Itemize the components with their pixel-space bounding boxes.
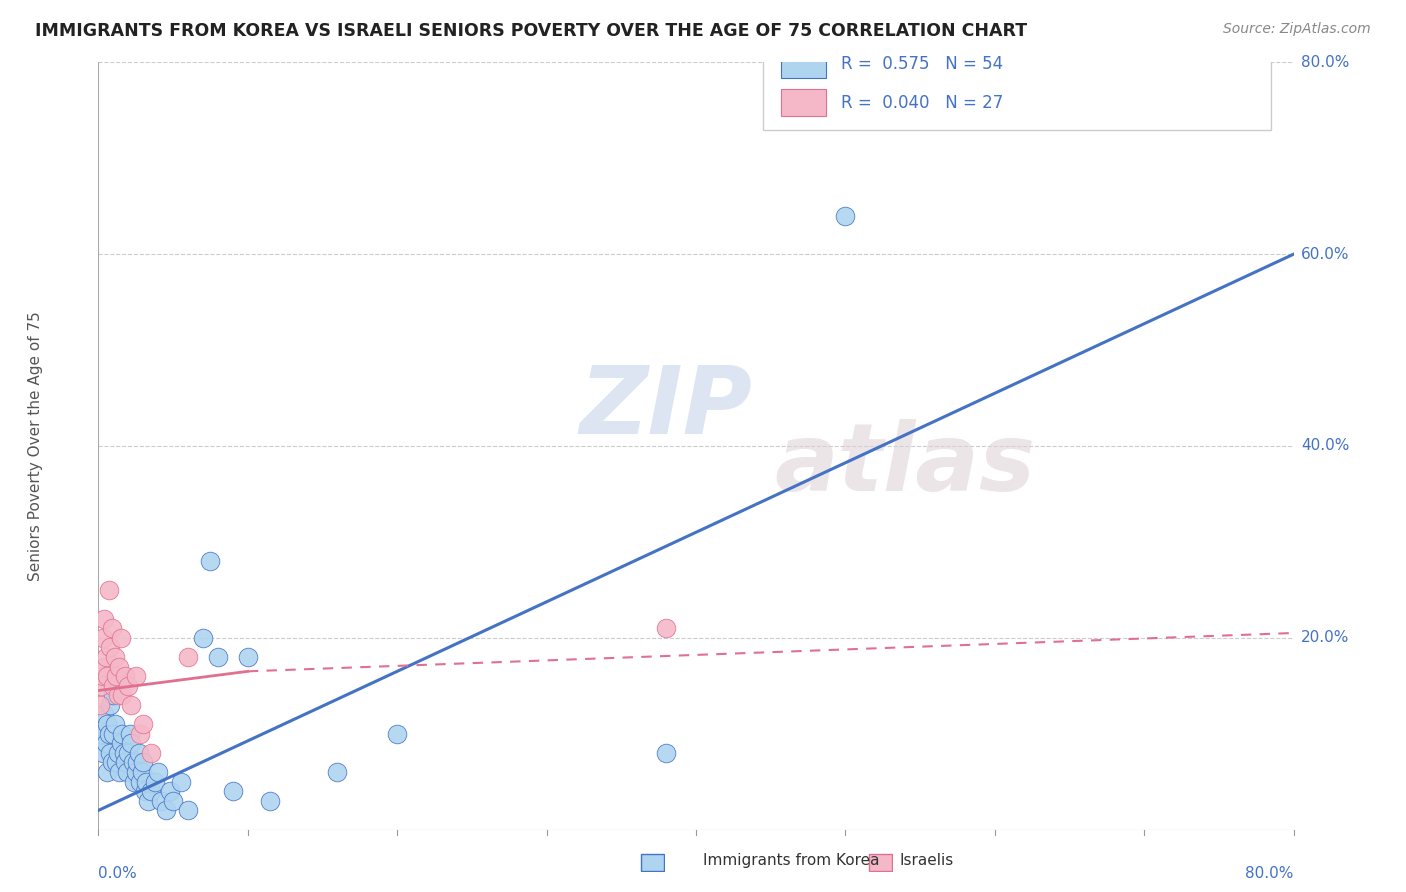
Point — [96, 669, 118, 683]
Text: 80.0%: 80.0% — [1246, 866, 1294, 881]
Point — [139, 784, 162, 798]
Point — [98, 698, 122, 712]
Text: 0.0%: 0.0% — [98, 866, 138, 881]
Point — [385, 726, 409, 740]
Point — [93, 612, 115, 626]
Point — [110, 631, 132, 645]
Point — [96, 717, 118, 731]
Point — [132, 717, 155, 731]
Text: 60.0%: 60.0% — [1301, 247, 1350, 261]
Point — [108, 765, 131, 780]
Point — [207, 649, 229, 664]
Point — [150, 794, 173, 808]
Point — [191, 631, 214, 645]
Text: R =  0.040   N = 27: R = 0.040 N = 27 — [841, 94, 1002, 112]
Point — [128, 746, 150, 760]
Text: Immigrants from Korea: Immigrants from Korea — [703, 854, 880, 868]
Point — [98, 746, 122, 760]
Text: Seniors Poverty Over the Age of 75: Seniors Poverty Over the Age of 75 — [28, 311, 44, 581]
Point — [91, 669, 114, 683]
Point — [177, 804, 200, 818]
Point — [124, 774, 146, 789]
Text: 40.0%: 40.0% — [1301, 439, 1350, 453]
Point — [93, 707, 115, 722]
Point — [132, 756, 155, 770]
Point — [139, 746, 162, 760]
Point — [155, 804, 177, 818]
Point — [91, 746, 114, 760]
Point — [111, 689, 134, 703]
Point — [236, 649, 259, 664]
Point — [112, 746, 135, 760]
Point — [655, 621, 678, 635]
Point — [101, 756, 124, 770]
Point — [143, 774, 166, 789]
FancyBboxPatch shape — [782, 51, 825, 78]
Point — [104, 717, 127, 731]
Text: R =  0.575   N = 54: R = 0.575 N = 54 — [841, 55, 1002, 73]
Point — [97, 582, 120, 597]
Point — [162, 794, 184, 808]
Point — [103, 689, 125, 703]
Point — [93, 659, 115, 673]
Point — [103, 679, 125, 693]
Point — [125, 669, 148, 683]
Point — [125, 765, 148, 780]
Point — [117, 746, 139, 760]
Point — [110, 736, 132, 750]
Point — [117, 679, 139, 693]
Point — [177, 649, 200, 664]
Point — [101, 621, 124, 635]
Point — [136, 794, 159, 808]
Text: 20.0%: 20.0% — [1301, 631, 1350, 645]
Point — [200, 554, 222, 568]
Point — [259, 794, 281, 808]
Point — [120, 736, 142, 750]
Point — [129, 774, 152, 789]
Text: IMMIGRANTS FROM KOREA VS ISRAELI SENIORS POVERTY OVER THE AGE OF 75 CORRELATION : IMMIGRANTS FROM KOREA VS ISRAELI SENIORS… — [35, 22, 1028, 40]
Point — [94, 736, 117, 750]
Point — [105, 669, 128, 683]
Point — [91, 631, 114, 645]
Point — [134, 784, 156, 798]
FancyBboxPatch shape — [763, 34, 1271, 129]
Point — [148, 765, 170, 780]
Point — [159, 784, 181, 798]
Point — [118, 726, 141, 740]
Point — [129, 726, 152, 740]
Point — [89, 698, 111, 712]
Point — [131, 765, 153, 780]
Point — [94, 649, 117, 664]
Point — [655, 746, 678, 760]
FancyBboxPatch shape — [782, 89, 825, 116]
Point — [107, 746, 129, 760]
Point — [121, 756, 143, 770]
Point — [108, 659, 131, 673]
Text: Israelis: Israelis — [900, 854, 955, 868]
Point — [114, 756, 136, 770]
Point — [222, 784, 245, 798]
Point — [169, 774, 191, 789]
Text: ZIP: ZIP — [579, 361, 752, 454]
Point — [105, 756, 128, 770]
Point — [135, 774, 157, 789]
Point — [120, 698, 142, 712]
Point — [115, 765, 138, 780]
Point — [103, 726, 125, 740]
Point — [326, 765, 349, 780]
Point — [96, 765, 118, 780]
Point — [98, 640, 122, 655]
Point — [90, 679, 112, 693]
Point — [111, 726, 134, 740]
Point — [90, 726, 112, 740]
Point — [834, 209, 856, 223]
Point — [97, 726, 120, 740]
Text: Source: ZipAtlas.com: Source: ZipAtlas.com — [1223, 22, 1371, 37]
Point — [127, 756, 149, 770]
Point — [114, 669, 136, 683]
Text: atlas: atlas — [775, 419, 1036, 511]
Text: 80.0%: 80.0% — [1301, 55, 1350, 70]
Point — [107, 689, 129, 703]
Point — [104, 649, 127, 664]
